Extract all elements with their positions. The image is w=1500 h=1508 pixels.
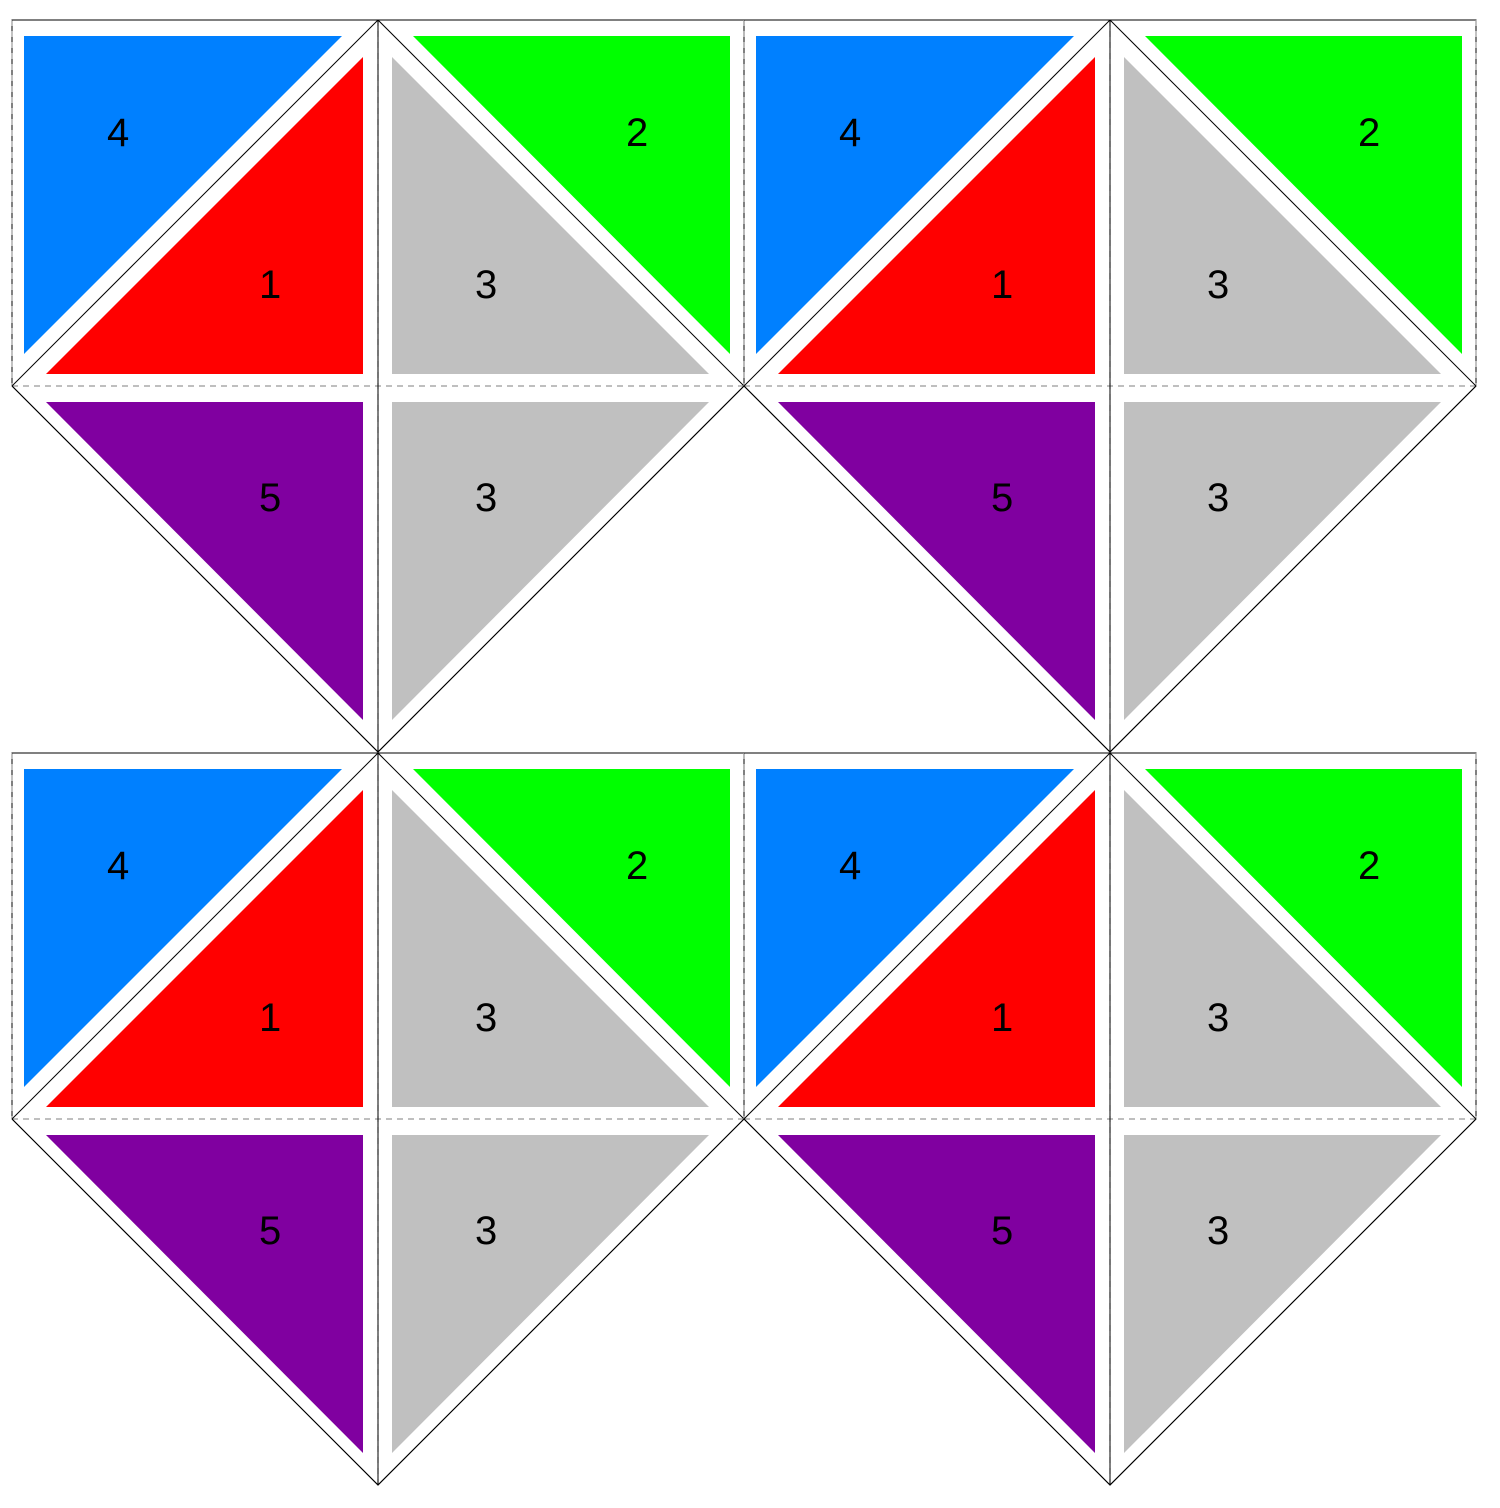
gray-triangle-3-upper (1124, 57, 1441, 374)
crease-line (11, 19, 379, 387)
crease-line (377, 752, 745, 1120)
green-triangle-2-label: 2 (626, 111, 648, 155)
crease-line (11, 385, 745, 753)
green-triangle-2-label: 2 (1358, 111, 1380, 155)
gray-triangle-3-upper-label: 3 (1207, 996, 1229, 1040)
module-bottom-right: 4 1 2 3 5 3 (743, 752, 1477, 1486)
green-triangle-2 (1145, 769, 1462, 1087)
gray-triangle-3-lower (392, 1135, 709, 1453)
purple-triangle-5 (46, 1135, 363, 1453)
green-triangle-2 (413, 769, 730, 1087)
green-triangle-2 (1145, 36, 1462, 354)
crease-line (11, 752, 379, 1120)
blue-triangle-4-label: 4 (839, 844, 861, 888)
gray-triangle-3-upper (392, 57, 709, 374)
crease-line (1109, 19, 1477, 387)
red-triangle-1 (778, 790, 1095, 1107)
blue-triangle-4-label: 4 (839, 111, 861, 155)
crease-line (1109, 752, 1477, 1120)
green-triangle-2-label: 2 (626, 844, 648, 888)
gray-triangle-3-lower-label: 3 (1207, 476, 1229, 520)
module-bottom-left: 4 1 2 3 5 3 (11, 752, 745, 1486)
blue-triangle-4 (756, 769, 1074, 1087)
green-triangle-2 (413, 36, 730, 354)
purple-triangle-5 (778, 1135, 1095, 1453)
purple-triangle-5-label: 5 (259, 1209, 281, 1253)
gray-triangle-3-upper-label: 3 (475, 996, 497, 1040)
crease-line (743, 385, 1477, 753)
gray-triangle-3-upper (392, 790, 709, 1107)
gray-triangle-3-lower (1124, 402, 1441, 720)
blue-triangle-4 (24, 36, 342, 354)
purple-triangle-5-label: 5 (991, 476, 1013, 520)
red-triangle-1 (46, 57, 363, 374)
blue-triangle-4-label: 4 (107, 844, 129, 888)
red-triangle-1-label: 1 (259, 996, 281, 1040)
red-triangle-1 (46, 790, 363, 1107)
crease-line (377, 19, 745, 387)
gray-triangle-3-upper-label: 3 (1207, 263, 1229, 307)
gray-triangle-3-lower (1124, 1135, 1441, 1453)
purple-triangle-5-label: 5 (991, 1209, 1013, 1253)
crease-line (743, 1118, 1477, 1486)
module-top-right: 4 1 2 3 5 3 (743, 19, 1477, 753)
red-triangle-1-label: 1 (991, 263, 1013, 307)
purple-triangle-5 (46, 402, 363, 720)
crease-line (743, 19, 1111, 387)
blue-triangle-4-label: 4 (107, 111, 129, 155)
red-triangle-1-label: 1 (991, 996, 1013, 1040)
crease-line (743, 752, 1111, 1120)
gray-triangle-3-lower-label: 3 (1207, 1209, 1229, 1253)
purple-triangle-5-label: 5 (259, 476, 281, 520)
gray-triangle-3-upper (1124, 790, 1441, 1107)
green-triangle-2-label: 2 (1358, 844, 1380, 888)
gray-triangle-3-lower-label: 3 (475, 1209, 497, 1253)
blue-triangle-4 (24, 769, 342, 1087)
red-triangle-1 (778, 57, 1095, 374)
gray-triangle-3-lower (392, 402, 709, 720)
module-top-left: 4 1 2 3 5 3 (11, 19, 745, 753)
gray-triangle-3-upper-label: 3 (475, 263, 497, 307)
blue-triangle-4 (756, 36, 1074, 354)
purple-triangle-5 (778, 402, 1095, 720)
red-triangle-1-label: 1 (259, 263, 281, 307)
gray-triangle-3-lower-label: 3 (475, 476, 497, 520)
crease-line (11, 1118, 745, 1486)
